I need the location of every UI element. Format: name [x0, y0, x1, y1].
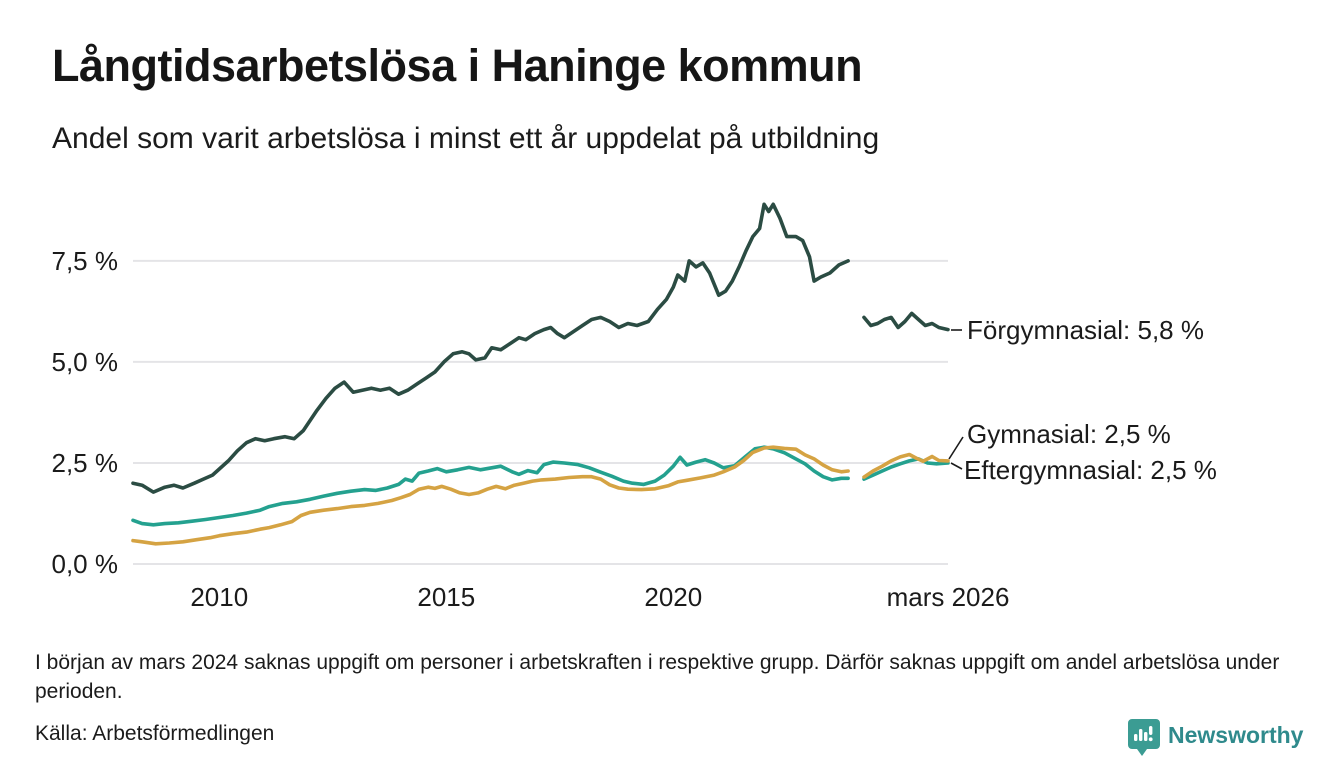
series-annotation-eftergymnasial: Eftergymnasial: 2,5 %: [964, 455, 1217, 485]
x-tick-label-2020: 2020: [644, 582, 703, 612]
series-annotation-forgymnasial: Förgymnasial: 5,8 %: [967, 315, 1204, 345]
footnote-text: I början av mars 2024 saknas uppgift om …: [35, 651, 1280, 703]
leader-line-gymnasial: [948, 436, 964, 460]
x-tick-label-mars-2026: mars 2026: [886, 582, 1010, 612]
annotation-leader-lines: [948, 329, 964, 470]
x-tick-label-2010: 2010: [190, 582, 249, 612]
y-tick-label-5-0-: 5,0 %: [51, 346, 119, 377]
y-tick-label-0-0-: 0,0 %: [51, 549, 119, 579]
newsworthy-logo: Newsworthy: [1127, 718, 1303, 756]
y-tick-label-7-5-: 7,5 %: [51, 245, 119, 276]
series-line-gymnasial: [131, 445, 950, 527]
page-title: Långtidsarbetslösa i Haninge kommun: [52, 40, 863, 91]
chart-subtitle: Andel som varit arbetslösa i minst ett å…: [52, 122, 880, 155]
series-line-eftergymnasial: [131, 445, 950, 546]
source-text: Källa: Arbetsförmedlingen: [35, 722, 275, 745]
y-tick-label-2-5-: 2,5 %: [51, 447, 119, 478]
series-line-f-rgymnasial: [131, 202, 950, 494]
series-annotation-gymnasial: Gymnasial: 2,5 %: [967, 419, 1171, 449]
series-lines: [131, 202, 950, 546]
x-tick-label-2015: 2015: [417, 582, 476, 612]
newsworthy-chart-bubble-icon: [1128, 719, 1160, 756]
gridlines: [133, 259, 948, 565]
newsworthy-wordmark: Newsworthy: [1168, 722, 1304, 748]
leader-line-eftergymnasial: [950, 462, 963, 470]
